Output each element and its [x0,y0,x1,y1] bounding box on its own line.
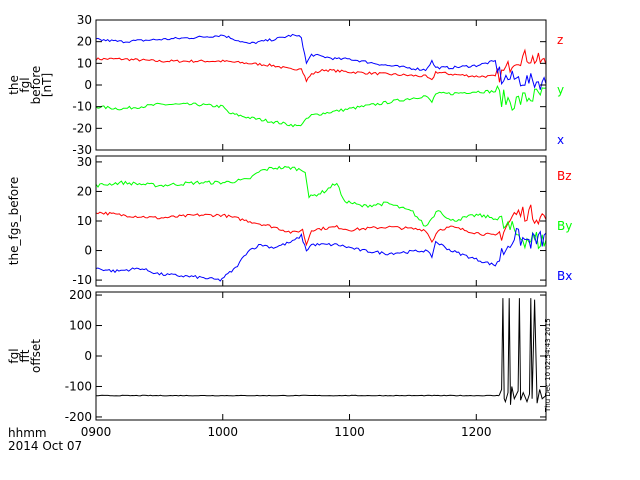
y-tick-label: 10 [77,56,92,70]
y-tick-label: 30 [77,155,92,169]
y-axis-label: before [29,66,43,105]
legend-entry-bz: Bz [557,169,572,183]
y-tick-label: 20 [77,184,92,198]
series-line-bx [96,227,546,282]
y-tick-label: 30 [77,13,92,27]
legend-entry-z: z [557,33,563,47]
legend-entry-x: x [557,133,564,147]
y-axis-label: the_fgs_before [7,177,21,265]
y-axis-label: [nT] [40,73,54,97]
panel-fft: -200 -100 0 100 200 0900 1000 1100 1200 fglfftoff… [7,288,547,439]
series-line-offset-1 [498,298,546,405]
y-axis-label: fgl [18,77,32,92]
date-label: 2014 Oct 07 [8,439,82,453]
y-tick-label: -30 [72,143,92,157]
legend-entry-by: By [557,219,572,233]
y-axis-label: offset [29,339,43,373]
plot-frame [95,155,547,287]
x-tick-label: 1000 [207,425,238,439]
series-line-z [96,48,546,83]
y-tick-label: 0 [84,78,92,92]
series-line-by [96,165,546,250]
y-tick-label: -10 [72,100,92,114]
y-tick-label: 20 [77,35,92,49]
x-tick-label: 1200 [461,425,492,439]
y-axis-label: fgl [7,348,21,363]
y-tick-label: 100 [69,319,92,333]
series-line-offset-0 [96,394,500,397]
series-line-y [96,84,546,128]
x-tick-label: 0900 [81,425,112,439]
x-tick-label: 1100 [334,425,365,439]
legend-entry-bx: Bx [557,269,572,283]
y-axis-label: the [7,75,21,95]
y-tick-label: -10 [72,273,92,287]
plot-frame [95,291,547,421]
y-tick-label: 0 [84,244,92,258]
series-line-bz [96,204,546,247]
y-axis-label: fft [18,349,32,362]
plot-frame [95,19,547,151]
y-tick-label: 0 [84,349,92,363]
y-tick-label: -20 [72,121,92,135]
y-tick-label: -100 [65,379,92,393]
panel-fgs: -10 0 10 20 30 the_fgs_before Bz By Bx [7,155,572,287]
series-line-x [96,33,546,90]
legend-entry-y: y [557,83,564,97]
y-tick-label: 200 [69,288,92,302]
time-unit-label: hhmm [8,426,47,440]
y-tick-label: 10 [77,214,92,228]
timestamp-stamp: Thu Dec 10 02:54:43 2015 [544,318,552,413]
y-tick-label: -200 [65,410,92,424]
